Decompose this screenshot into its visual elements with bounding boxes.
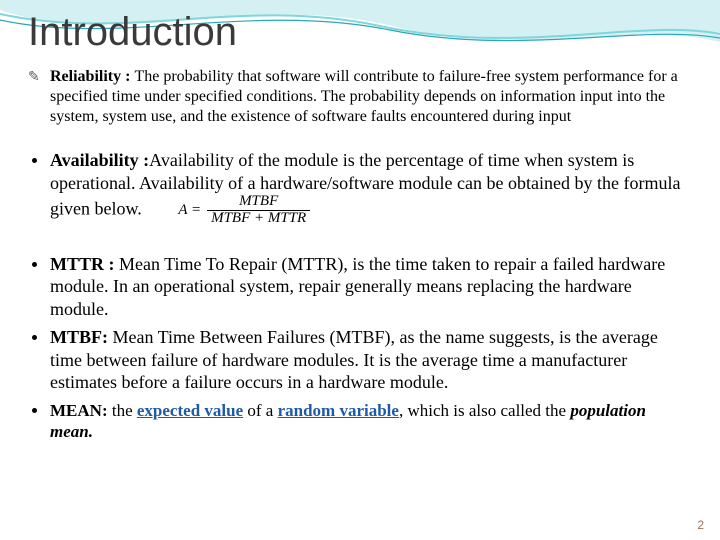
term-mtbf: MTBF: bbox=[50, 327, 113, 347]
bullet-availability: Availability :Availability of the module… bbox=[28, 149, 692, 227]
formula-lhs: A = bbox=[178, 201, 201, 220]
mean-pre: the bbox=[112, 401, 137, 420]
formula-numerator: MTBF bbox=[235, 194, 282, 210]
term-availability: Availability : bbox=[50, 150, 149, 170]
text-mtbf: Mean Time Between Failures (MTBF), as th… bbox=[50, 327, 658, 392]
page-number: 2 bbox=[697, 518, 704, 532]
link-expected-value[interactable]: expected value bbox=[137, 401, 243, 420]
bullet-list: ✎ Reliability : The probability that sof… bbox=[28, 67, 692, 442]
link-random-variable[interactable]: random variable bbox=[278, 401, 399, 420]
formula-denominator: MTBF + MTTR bbox=[207, 210, 310, 227]
bullet-mtbf: MTBF: Mean Time Between Failures (MTBF),… bbox=[28, 326, 692, 394]
term-mttr: MTTR : bbox=[50, 254, 119, 274]
bullet-mttr: MTTR : Mean Time To Repair (MTTR), is th… bbox=[28, 253, 692, 321]
bullet-dot-icon bbox=[32, 408, 37, 413]
slide: Introduction ✎ Reliability : The probabi… bbox=[0, 0, 720, 540]
text-mttr: Mean Time To Repair (MTTR), is the time … bbox=[50, 254, 665, 319]
term-reliability: Reliability : bbox=[50, 68, 134, 85]
mean-post: , which is also called the bbox=[399, 401, 570, 420]
mean-mid: of a bbox=[243, 401, 277, 420]
term-mean: MEAN: bbox=[50, 401, 112, 420]
availability-formula: A = MTBF MTBF + MTTR bbox=[178, 194, 310, 227]
bullet-dot-icon bbox=[32, 335, 37, 340]
bullet-dot-icon bbox=[32, 262, 37, 267]
bullet-reliability: ✎ Reliability : The probability that sof… bbox=[28, 67, 692, 127]
text-reliability: The probability that software will contr… bbox=[50, 68, 678, 125]
bullet-mean: MEAN: the expected value of a random var… bbox=[28, 400, 692, 443]
bullet-dot-icon bbox=[32, 158, 37, 163]
slide-title: Introduction bbox=[28, 10, 692, 55]
swirl-icon: ✎ bbox=[28, 69, 40, 87]
